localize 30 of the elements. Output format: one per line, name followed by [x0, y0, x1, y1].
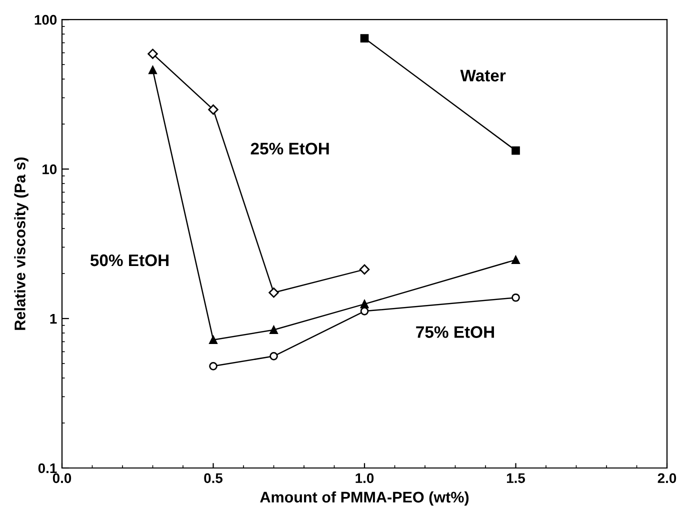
y-tick-label: 0.1 [38, 463, 57, 474]
point [360, 34, 369, 42]
series-label: 25% EtOH [250, 142, 329, 155]
series-label: Water [460, 70, 506, 82]
x-tick-label: 2.0 [658, 473, 676, 484]
series-label: 75% EtOH [416, 326, 494, 338]
point [208, 104, 218, 115]
point [270, 326, 278, 334]
x-tick-label: 0.0 [52, 473, 72, 484]
y-tick-label: 1 [50, 314, 57, 324]
point [360, 300, 369, 308]
x-tick-label: 0.5 [204, 473, 223, 484]
point [360, 307, 369, 316]
y-axis-title: Relative viscosity (Pa s) [14, 158, 28, 330]
point [209, 362, 218, 370]
series-label: 50% EtOH [90, 254, 168, 266]
y-tick-label: 10 [42, 164, 57, 174]
x-axis-title: Amount of PMMA-PEO (wt%) [260, 491, 469, 506]
point [268, 288, 279, 298]
x-tick-label: 1.0 [356, 473, 374, 484]
point [359, 264, 370, 275]
point [148, 66, 157, 74]
point [209, 336, 218, 344]
point [512, 293, 520, 302]
y-tick-label: 100 [34, 14, 57, 25]
point [512, 256, 520, 264]
x-tick-label: 1.5 [506, 473, 526, 484]
point [148, 48, 158, 59]
point [512, 146, 520, 155]
point [270, 352, 278, 360]
